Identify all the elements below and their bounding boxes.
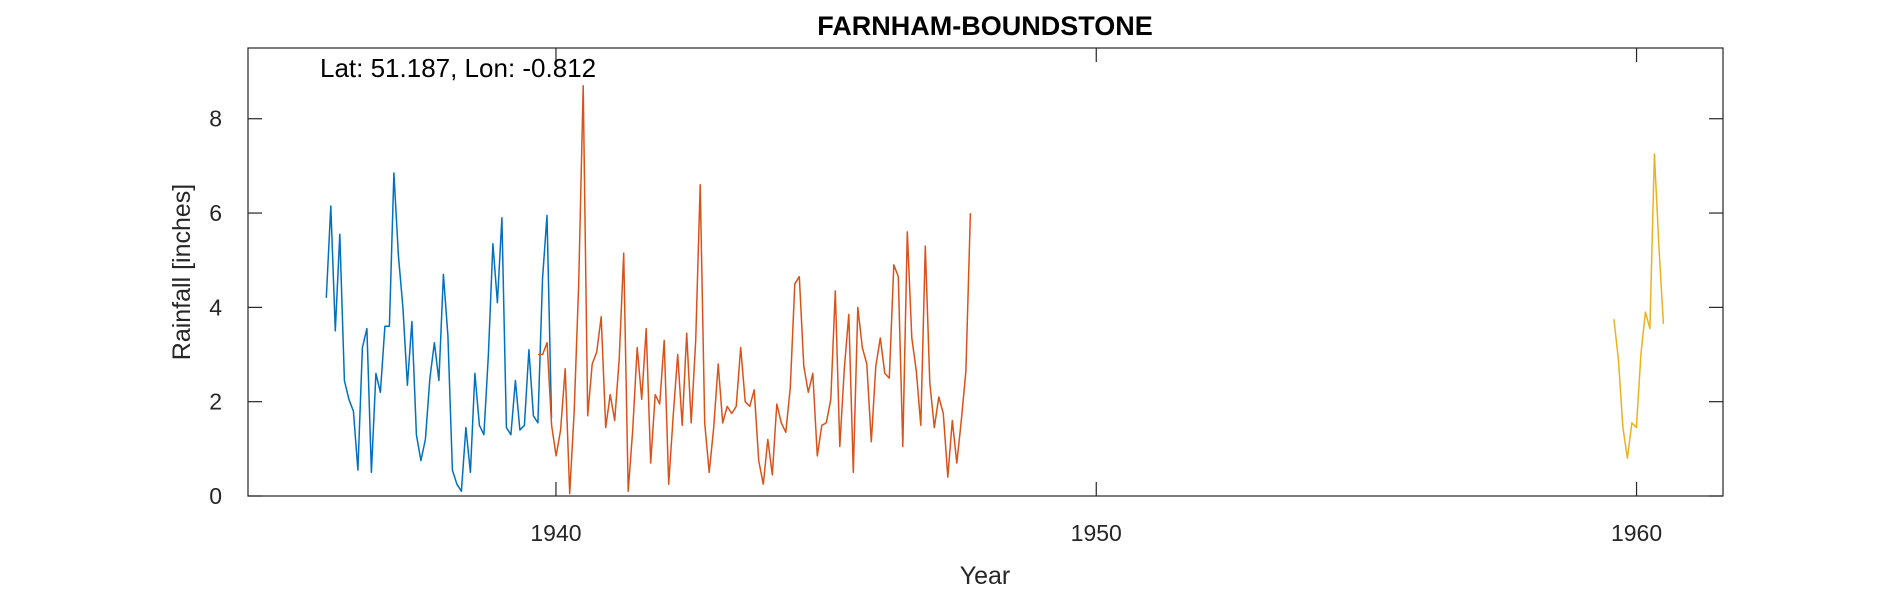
x-tick-label: 1950	[1071, 520, 1122, 546]
x-tick-label: 1960	[1611, 520, 1662, 546]
series-line-2	[538, 84, 972, 495]
y-axis-label: Rainfall [inches]	[168, 184, 196, 360]
y-tick-label: 4	[209, 294, 222, 320]
series-line-3	[1613, 153, 1665, 460]
x-tick-label: 1940	[530, 520, 581, 546]
y-tick-label: 8	[209, 106, 222, 132]
location-annotation: Lat: 51.187, Lon: -0.812	[320, 53, 596, 83]
x-axis-label: Year	[960, 562, 1011, 590]
series-line-1	[325, 172, 553, 493]
plot-area	[247, 47, 1724, 497]
y-tick-label: 2	[209, 389, 222, 415]
y-tick-label: 6	[209, 200, 222, 226]
chart-title: FARNHAM-BOUNDSTONE	[817, 11, 1153, 41]
y-tick-label: 0	[209, 483, 222, 509]
